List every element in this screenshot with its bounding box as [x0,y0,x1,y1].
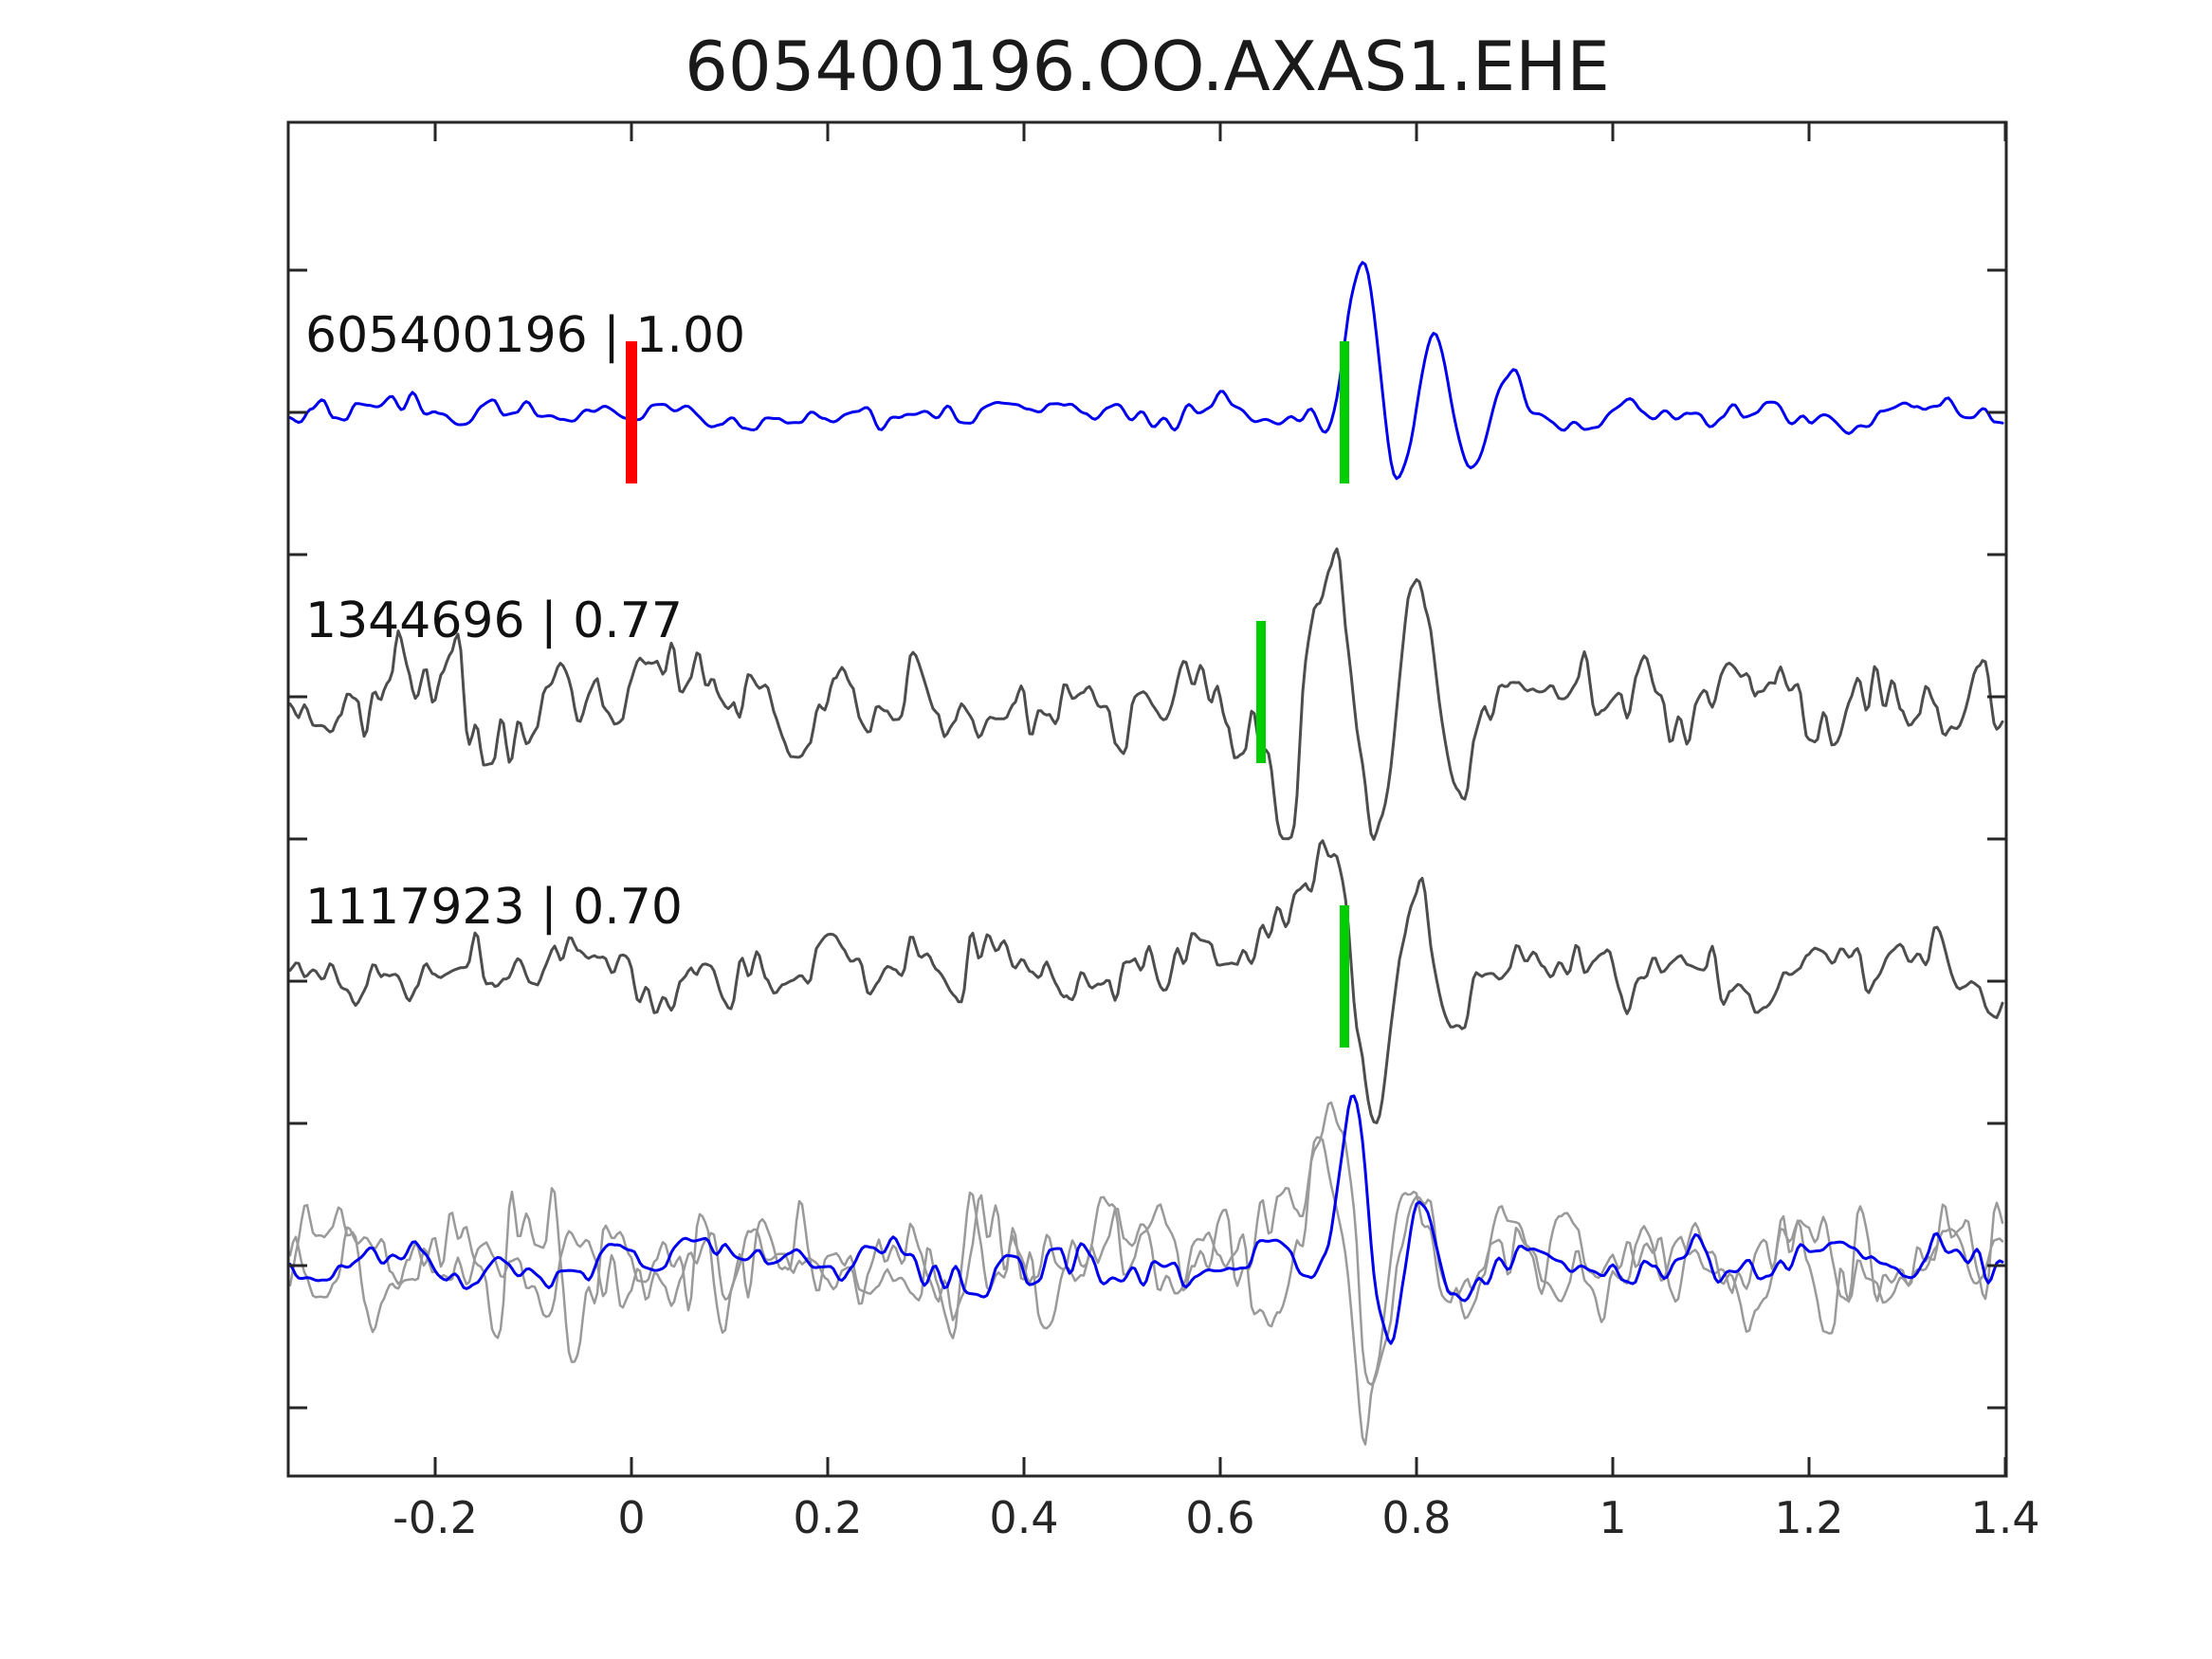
x-tick-label-0: 0 [617,1492,646,1543]
waveform-trace-605400196 [288,261,2004,481]
pick-marker-green [1340,905,1349,1048]
trace-label-detection-2: 1117923 | 0.70 [305,879,683,936]
chart-title: 605400196.OO.AXAS1.EHE [685,27,1610,106]
x-tick-label-0.2: 0.2 [793,1492,863,1543]
waveform-trace-overlay-gray-2 [288,1101,2004,1386]
x-tick-label-1.4: 1.4 [1970,1492,2040,1543]
waveform-trace-overlay-template-blue [288,1094,2004,1345]
x-tick-label-0.8: 0.8 [1381,1492,1452,1543]
x-tick-label-0.6: 0.6 [1185,1492,1255,1543]
trace-label-detection-1: 1344696 | 0.77 [305,592,683,649]
x-tick-label-1.2: 1.2 [1774,1492,1844,1543]
pick-marker-green [1340,341,1349,483]
plot-frame [286,120,2008,1478]
x-tick-label--0.2: -0.2 [393,1492,478,1543]
pick-marker-red [626,341,637,483]
trace-label-template: 605400196 | 1.00 [305,307,746,364]
waveform-trace-overlay-gray-1 [288,1136,2004,1446]
pick-marker-green [1256,621,1266,763]
waveform-trace-1344696 [288,547,2004,841]
x-tick-label-0.4: 0.4 [989,1492,1059,1543]
x-tick-label-1: 1 [1599,1492,1627,1543]
waveform-trace-1117923 [288,839,2004,1124]
